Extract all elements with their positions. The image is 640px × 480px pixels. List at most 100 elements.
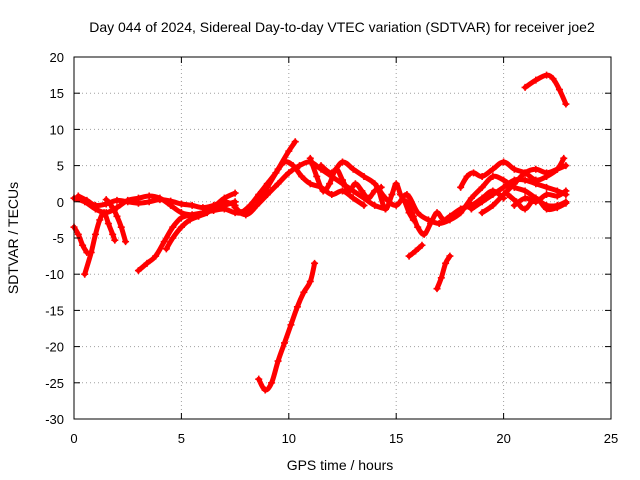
- data-point-marker: [549, 75, 557, 83]
- series-arc-4: [81, 209, 119, 278]
- data-point-marker: [478, 183, 486, 191]
- data-point-marker: [300, 288, 308, 296]
- data-point-marker: [433, 209, 441, 217]
- data-point-marker: [156, 196, 164, 204]
- data-point-marker: [242, 211, 250, 219]
- data-point-marker: [543, 183, 551, 191]
- data-point-marker: [532, 194, 540, 202]
- series-arc-22: [521, 71, 570, 108]
- data-point-marker: [553, 165, 561, 173]
- data-point-marker: [293, 303, 301, 311]
- data-point-marker: [562, 162, 570, 170]
- series-arc-6: [134, 198, 239, 275]
- data-point-marker: [109, 230, 117, 238]
- data-point-marker: [414, 209, 422, 217]
- data-point-marker: [409, 212, 417, 220]
- data-point-marker: [543, 71, 551, 79]
- data-point-marker: [328, 169, 336, 177]
- x-tick-label: 5: [178, 431, 185, 446]
- data-point-marker: [427, 220, 435, 228]
- data-point-marker: [562, 100, 570, 108]
- series-trace-line: [434, 253, 453, 292]
- data-point-marker: [470, 169, 478, 177]
- data-point-marker: [285, 147, 293, 155]
- series-trace-line: [71, 224, 90, 255]
- data-point-marker: [543, 169, 551, 177]
- y-tick-label: -20: [45, 340, 64, 355]
- data-point-marker: [231, 189, 239, 197]
- data-traces: [70, 71, 570, 394]
- data-point-marker: [238, 209, 246, 217]
- data-point-marker: [388, 191, 396, 199]
- data-point-marker: [203, 209, 211, 217]
- data-point-marker: [111, 236, 119, 244]
- data-point-marker: [317, 162, 325, 170]
- data-point-marker: [403, 191, 411, 199]
- data-point-marker: [306, 180, 314, 188]
- data-point-marker: [220, 201, 228, 209]
- data-point-marker: [467, 194, 475, 202]
- data-point-marker: [489, 201, 497, 209]
- y-tick-label: 10: [50, 122, 64, 137]
- data-point-marker: [439, 216, 447, 224]
- data-point-marker: [263, 180, 271, 188]
- data-point-marker: [412, 247, 420, 255]
- axis-ticks: 0 5 10 15 20 25 -30 -25 -20 -15 -10 -5 0 5 10 15 20: [45, 50, 618, 446]
- data-point-marker: [281, 339, 289, 347]
- data-point-marker: [489, 191, 497, 199]
- data-point-marker: [489, 172, 497, 180]
- data-point-marker: [371, 201, 379, 209]
- data-point-marker: [358, 187, 366, 195]
- data-point-marker: [134, 199, 142, 207]
- data-point-marker: [381, 205, 389, 213]
- data-point-marker: [177, 200, 185, 208]
- series-trace-line: [75, 193, 238, 211]
- data-point-marker: [212, 201, 220, 209]
- data-point-marker: [521, 187, 529, 195]
- data-point-marker: [478, 198, 486, 206]
- data-point-marker: [339, 158, 346, 166]
- grid-lines: [74, 57, 611, 419]
- data-point-marker: [177, 214, 185, 222]
- data-point-marker: [543, 205, 551, 213]
- data-point-marker: [463, 172, 471, 180]
- data-point-marker: [188, 201, 196, 209]
- data-point-marker: [403, 198, 411, 206]
- data-point-marker: [122, 238, 130, 246]
- series-trace-line: [256, 260, 318, 393]
- data-point-marker: [532, 165, 540, 173]
- x-tick-label: 15: [389, 431, 403, 446]
- y-tick-label: -30: [45, 412, 64, 427]
- data-point-marker: [272, 169, 280, 177]
- data-point-marker: [285, 169, 293, 177]
- data-point-marker: [420, 230, 428, 238]
- data-point-marker: [91, 201, 99, 209]
- data-point-marker: [500, 183, 508, 191]
- data-point-marker: [177, 223, 185, 231]
- data-point-marker: [160, 238, 168, 246]
- data-point-marker: [81, 270, 89, 278]
- series-arc-9: [238, 158, 368, 217]
- data-point-marker: [351, 180, 359, 188]
- data-point-marker: [457, 183, 465, 191]
- data-point-marker: [104, 220, 112, 228]
- data-point-marker: [433, 285, 441, 293]
- data-point-marker: [478, 209, 486, 217]
- data-point-marker: [145, 198, 153, 206]
- data-point-marker: [306, 154, 314, 162]
- data-point-marker: [418, 241, 426, 249]
- data-point-marker: [521, 169, 529, 177]
- data-point-marker: [143, 259, 151, 267]
- data-point-marker: [446, 252, 454, 260]
- data-point-marker: [113, 196, 121, 204]
- data-point-marker: [500, 158, 508, 166]
- data-point-marker: [500, 176, 508, 184]
- series-arc-7: [162, 189, 239, 253]
- data-point-marker: [298, 172, 306, 180]
- data-point-marker: [281, 158, 289, 166]
- data-point-marker: [195, 212, 203, 220]
- data-point-marker: [117, 223, 125, 231]
- data-point-marker: [152, 252, 160, 260]
- data-point-marker: [100, 209, 108, 217]
- data-point-marker: [392, 180, 400, 188]
